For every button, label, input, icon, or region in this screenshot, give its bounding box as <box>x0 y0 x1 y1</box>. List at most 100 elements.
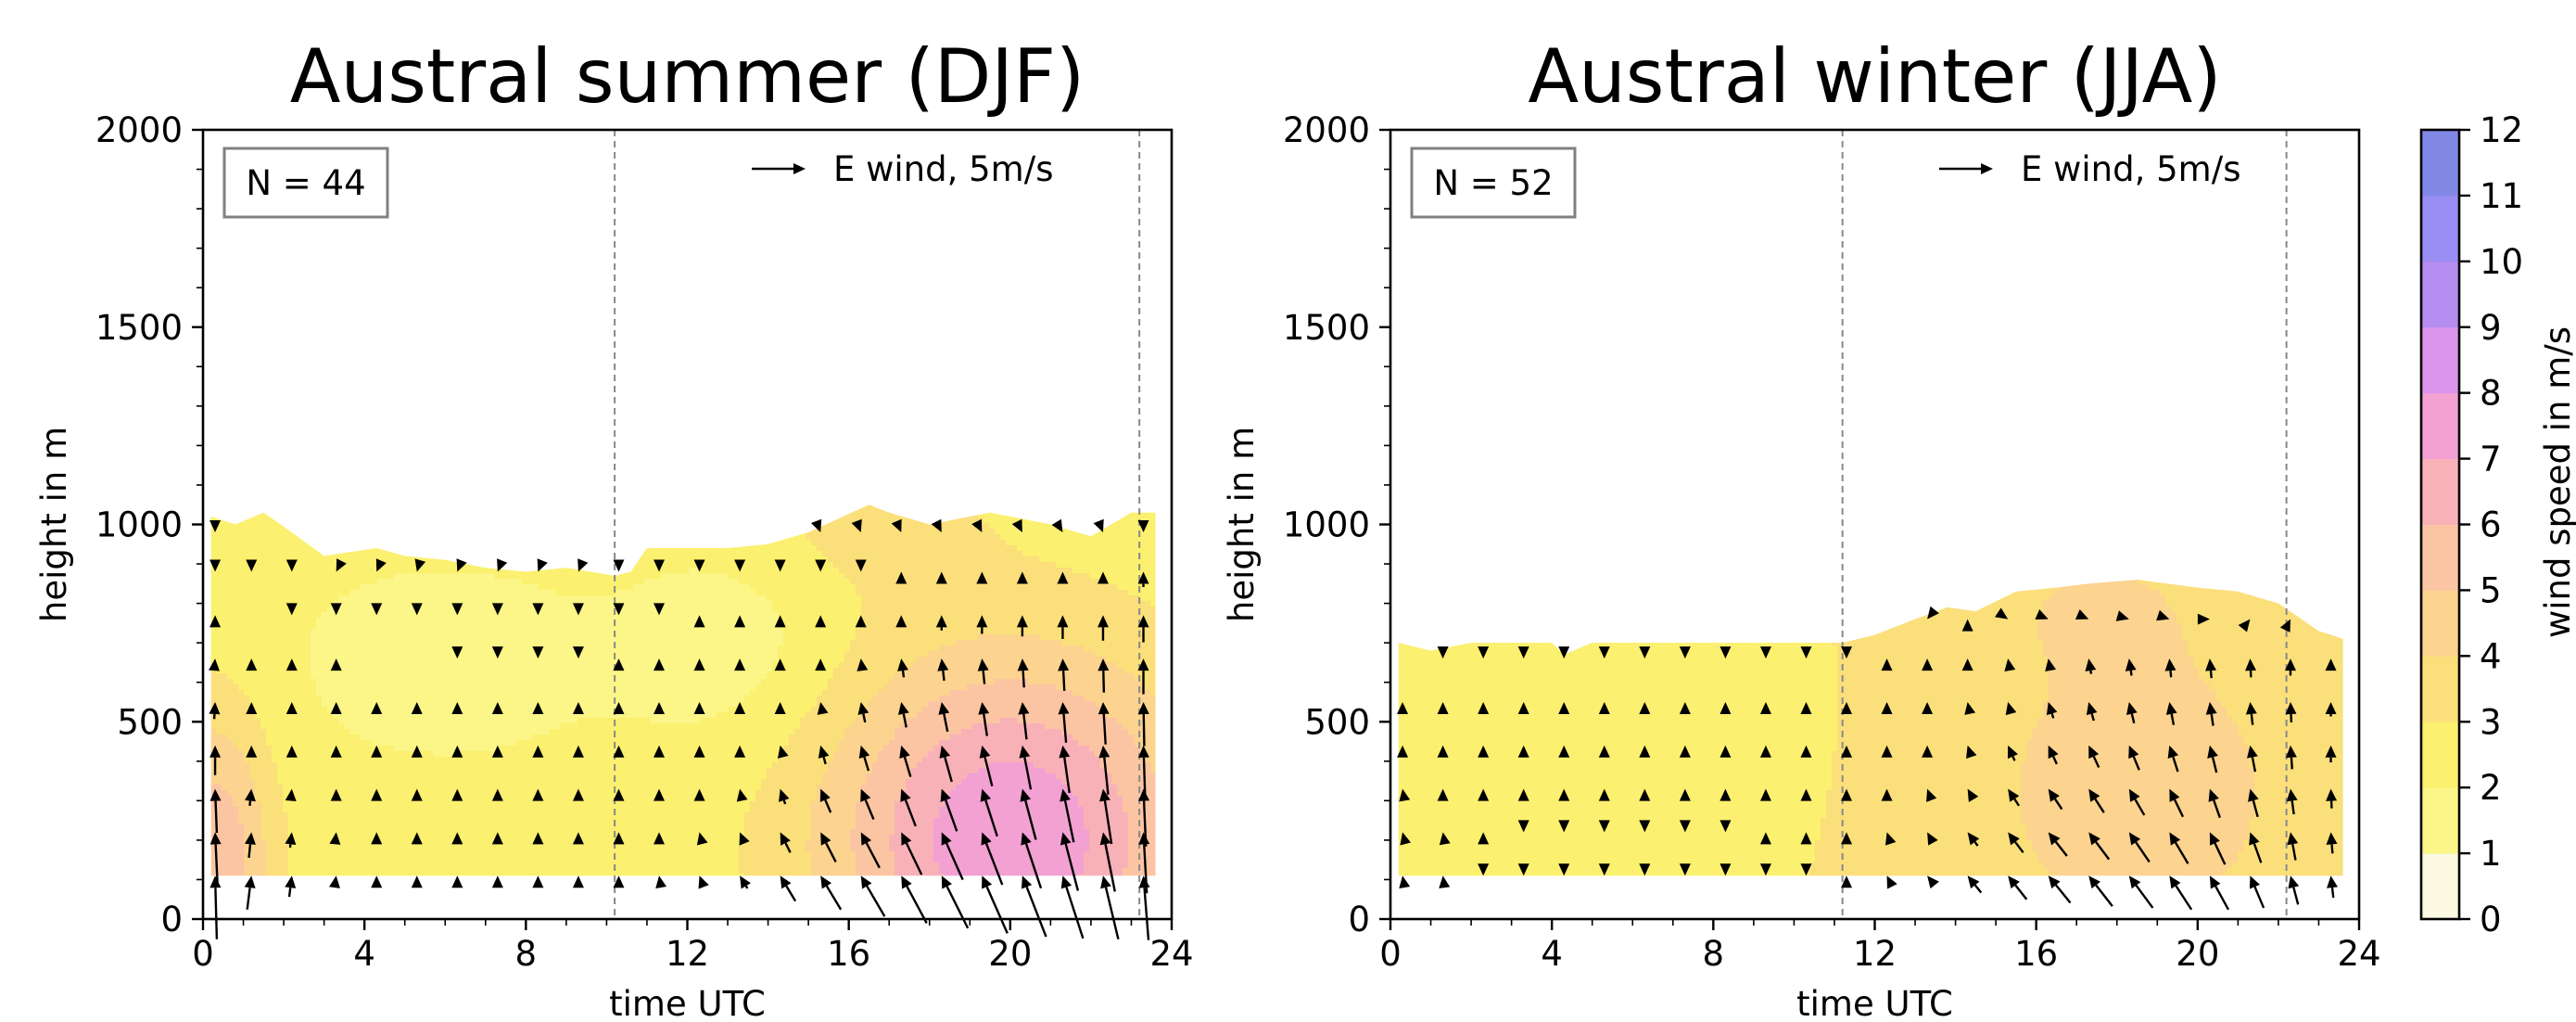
wind-arrow-shaft <box>1144 714 1145 747</box>
x-axis-label: time UTC <box>1796 984 1953 1018</box>
wind-arrow-head <box>245 875 256 888</box>
wind-arrow <box>2008 875 2026 900</box>
y-tick-label: 2000 <box>1283 110 1370 150</box>
wind-arrow <box>1022 875 1046 937</box>
colorbar-segment <box>2421 656 2459 722</box>
wind-arrow-head <box>1094 519 1104 532</box>
wind-arrow-head <box>655 875 666 888</box>
wind-arrow <box>982 875 1008 933</box>
wind-arrow-shaft <box>2015 885 2026 899</box>
wind-arrow-shaft <box>987 887 1008 933</box>
wind-arrow <box>538 558 548 571</box>
wind-arrow <box>780 875 795 901</box>
y-tick-label: 0 <box>1348 900 1370 939</box>
wind-arrow <box>209 875 221 939</box>
wind-arrow-shaft <box>943 671 944 681</box>
y-tick-label: 1000 <box>95 505 183 545</box>
colorbar-segment <box>2421 393 2459 459</box>
wind-arrow-shaft <box>2137 886 2153 908</box>
y-tick-label: 500 <box>117 702 183 742</box>
wind-arrow-shaft <box>1975 885 1982 892</box>
sample-size-label: N = 44 <box>246 163 365 203</box>
x-tick-label: 12 <box>666 934 709 974</box>
wind-arrow-head <box>2129 875 2141 888</box>
y-axis-label: height in m <box>34 427 74 622</box>
y-tick-label: 1500 <box>1283 308 1370 348</box>
wind-arrow-shaft <box>784 800 785 804</box>
y-axis-label: height in m <box>1222 427 1262 622</box>
wind-arrow <box>699 875 709 888</box>
wind-arrow-head <box>412 875 423 888</box>
wind-arrow-shaft <box>2215 887 2228 910</box>
wind-arrow-head <box>538 558 548 571</box>
x-tick-label: 8 <box>1703 934 1725 974</box>
colorbar-tick-label: 11 <box>2480 176 2523 216</box>
wind-arrow-head <box>573 875 584 888</box>
wind-arrow-head <box>1439 875 1450 888</box>
colorbar-segment <box>2421 787 2459 853</box>
wind-arrow-shaft <box>983 671 984 683</box>
x-tick-label: 0 <box>1379 934 1402 974</box>
wind-arrow-shaft <box>903 671 904 677</box>
wind-arrow-shaft <box>947 887 969 928</box>
wind-arrow <box>285 875 296 897</box>
wind-arrow-head <box>2289 875 2300 888</box>
wind-arrow-head <box>2008 875 2020 888</box>
quiver-key-label: E wind, 5m/s <box>833 149 1053 189</box>
wind-arrow <box>577 558 588 571</box>
colorbar-tick-label: 0 <box>2480 900 2502 939</box>
x-tick-label: 20 <box>988 934 1032 974</box>
wind-arrow <box>1139 875 1150 939</box>
wind-arrow-shaft <box>2056 885 2071 902</box>
colorbar-tick-label: 6 <box>2480 505 2502 545</box>
wind-arrow <box>861 875 885 916</box>
x-tick-label: 8 <box>515 934 538 974</box>
wind-arrow-shaft <box>247 888 250 910</box>
wind-arrow-shaft <box>2293 888 2298 905</box>
wind-arrow-shaft <box>249 801 250 806</box>
wind-arrow <box>1439 875 1450 888</box>
wind-speed-field <box>1398 484 2344 880</box>
colorbar-tick-label: 2 <box>2480 768 2502 808</box>
wind-arrow-shaft <box>827 886 841 909</box>
wind-arrow <box>1927 875 1939 888</box>
wind-arrow <box>2289 875 2300 904</box>
wind-arrow-head <box>329 875 340 888</box>
colorbar-segment <box>2421 327 2459 393</box>
colorbar-segment <box>2421 130 2459 196</box>
wind-arrow-head <box>1927 875 1939 888</box>
wind-arrow-shaft <box>249 844 250 857</box>
wind-arrow-shaft <box>867 886 884 916</box>
wind-arrow-shaft <box>2332 888 2333 898</box>
colorbar-tick-label: 8 <box>2480 374 2502 414</box>
x-axis-label: time UTC <box>609 984 766 1018</box>
wind-arrow-shaft <box>2211 671 2212 678</box>
x-tick-label: 20 <box>2176 934 2219 974</box>
wind-arrow <box>740 875 751 888</box>
wind-arrow-head <box>209 875 221 888</box>
wind-arrow-head <box>2088 875 2100 888</box>
wind-arrow-shaft <box>1027 887 1047 937</box>
wind-arrow <box>412 875 423 888</box>
wind-arrow-shaft <box>215 888 216 939</box>
wind-arrow-head <box>532 875 543 888</box>
wind-arrow-shaft <box>289 888 290 897</box>
x-tick-label: 4 <box>353 934 375 974</box>
colorbar-tick-label: 3 <box>2480 702 2502 742</box>
wind-arrow <box>901 875 926 923</box>
wind-arrow-head <box>577 558 588 571</box>
quiver-key-label: E wind, 5m/s <box>2021 149 2240 189</box>
y-tick-label: 0 <box>160 900 183 939</box>
colorbar-label: wind speed in m/s <box>2538 326 2576 638</box>
wind-arrow <box>2129 875 2153 908</box>
wind-arrow-head <box>451 875 463 888</box>
panel-title: Austral summer (DJF) <box>290 33 1085 120</box>
colorbar-segment <box>2421 196 2459 262</box>
wind-arrow <box>2088 875 2113 906</box>
colorbar-tick-label: 9 <box>2480 308 2502 348</box>
colorbar-segment <box>2421 590 2459 656</box>
wind-arrow <box>655 875 666 888</box>
wind-arrow-shaft <box>2176 886 2191 910</box>
